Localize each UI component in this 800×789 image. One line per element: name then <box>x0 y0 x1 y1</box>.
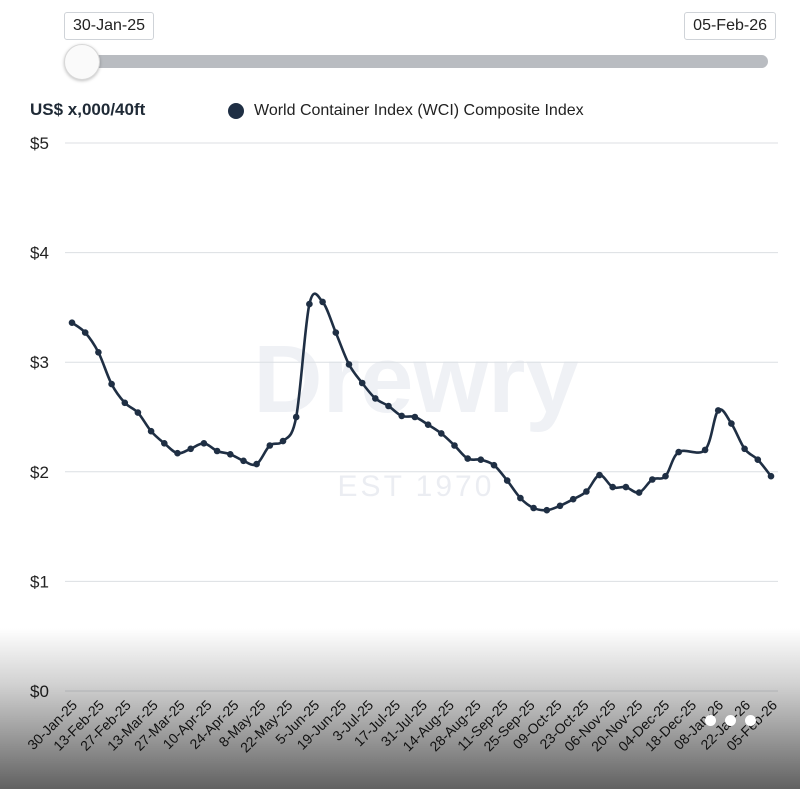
data-point[interactable] <box>253 460 260 468</box>
data-point[interactable] <box>635 489 643 496</box>
data-point[interactable] <box>556 502 564 510</box>
watermark-tagline: EST 1970 <box>338 470 495 503</box>
data-point[interactable] <box>266 442 274 449</box>
data-point[interactable] <box>451 442 458 449</box>
data-point[interactable] <box>161 440 168 447</box>
data-point[interactable] <box>596 471 603 479</box>
y-tick-label: $1 <box>30 572 49 591</box>
data-point[interactable] <box>701 446 709 454</box>
data-point[interactable] <box>174 449 181 457</box>
data-point[interactable] <box>714 407 722 414</box>
data-point[interactable] <box>279 437 287 445</box>
range-slider-track[interactable] <box>74 55 768 68</box>
data-point[interactable] <box>530 504 537 512</box>
data-point[interactable] <box>121 399 129 407</box>
carousel-dot[interactable] <box>705 715 716 726</box>
y-tick-label: $5 <box>30 134 49 153</box>
data-point[interactable] <box>675 448 682 456</box>
data-point[interactable] <box>332 329 340 336</box>
data-point[interactable] <box>319 298 326 306</box>
unit-label: US$ x,000/40ft <box>30 100 146 119</box>
data-point[interactable] <box>398 412 406 420</box>
range-slider-handle[interactable] <box>64 44 100 80</box>
data-point[interactable] <box>108 380 115 388</box>
data-point[interactable] <box>385 402 392 410</box>
data-point[interactable] <box>95 349 102 356</box>
range-end-label[interactable]: 05-Feb-26 <box>684 12 776 40</box>
data-point[interactable] <box>622 483 630 491</box>
y-tick-label: $3 <box>30 353 49 372</box>
data-point[interactable] <box>649 476 656 483</box>
data-point[interactable] <box>662 472 669 480</box>
legend-label: World Container Index (WCI) Composite In… <box>254 102 584 119</box>
data-point[interactable] <box>187 445 194 453</box>
data-point[interactable] <box>292 413 300 421</box>
data-point[interactable] <box>134 409 142 416</box>
y-tick-label: $2 <box>30 463 49 482</box>
data-point[interactable] <box>490 461 498 469</box>
data-point[interactable] <box>227 451 234 458</box>
data-point[interactable] <box>754 456 762 464</box>
data-point[interactable] <box>213 447 221 455</box>
data-point[interactable] <box>68 319 76 327</box>
data-point[interactable] <box>200 440 208 447</box>
data-point[interactable] <box>583 488 590 495</box>
carousel-dots <box>705 715 756 726</box>
data-point[interactable] <box>411 413 419 421</box>
range-start-label[interactable]: 30-Jan-25 <box>64 12 155 40</box>
data-point[interactable] <box>741 445 748 453</box>
carousel-dot[interactable] <box>745 715 756 726</box>
data-point[interactable] <box>503 477 511 484</box>
data-point[interactable] <box>424 421 432 429</box>
y-tick-label: $4 <box>30 244 49 263</box>
data-point[interactable] <box>345 361 353 368</box>
data-point[interactable] <box>569 495 577 503</box>
data-point[interactable] <box>358 379 366 387</box>
data-point[interactable] <box>147 427 155 435</box>
data-point[interactable] <box>372 395 379 402</box>
legend[interactable]: World Container Index (WCI) Composite In… <box>228 102 584 120</box>
data-point[interactable] <box>477 456 485 464</box>
bottom-shade <box>0 628 800 789</box>
data-point[interactable] <box>543 506 551 514</box>
data-point[interactable] <box>81 329 89 336</box>
data-point[interactable] <box>767 472 775 480</box>
data-point[interactable] <box>306 300 313 308</box>
legend-marker-icon <box>228 103 244 119</box>
data-point[interactable] <box>517 494 524 502</box>
data-point[interactable] <box>728 420 735 427</box>
data-point[interactable] <box>438 430 445 437</box>
data-point[interactable] <box>240 457 247 465</box>
data-point[interactable] <box>464 455 472 462</box>
data-point[interactable] <box>609 483 616 491</box>
carousel-dot[interactable] <box>725 715 736 726</box>
